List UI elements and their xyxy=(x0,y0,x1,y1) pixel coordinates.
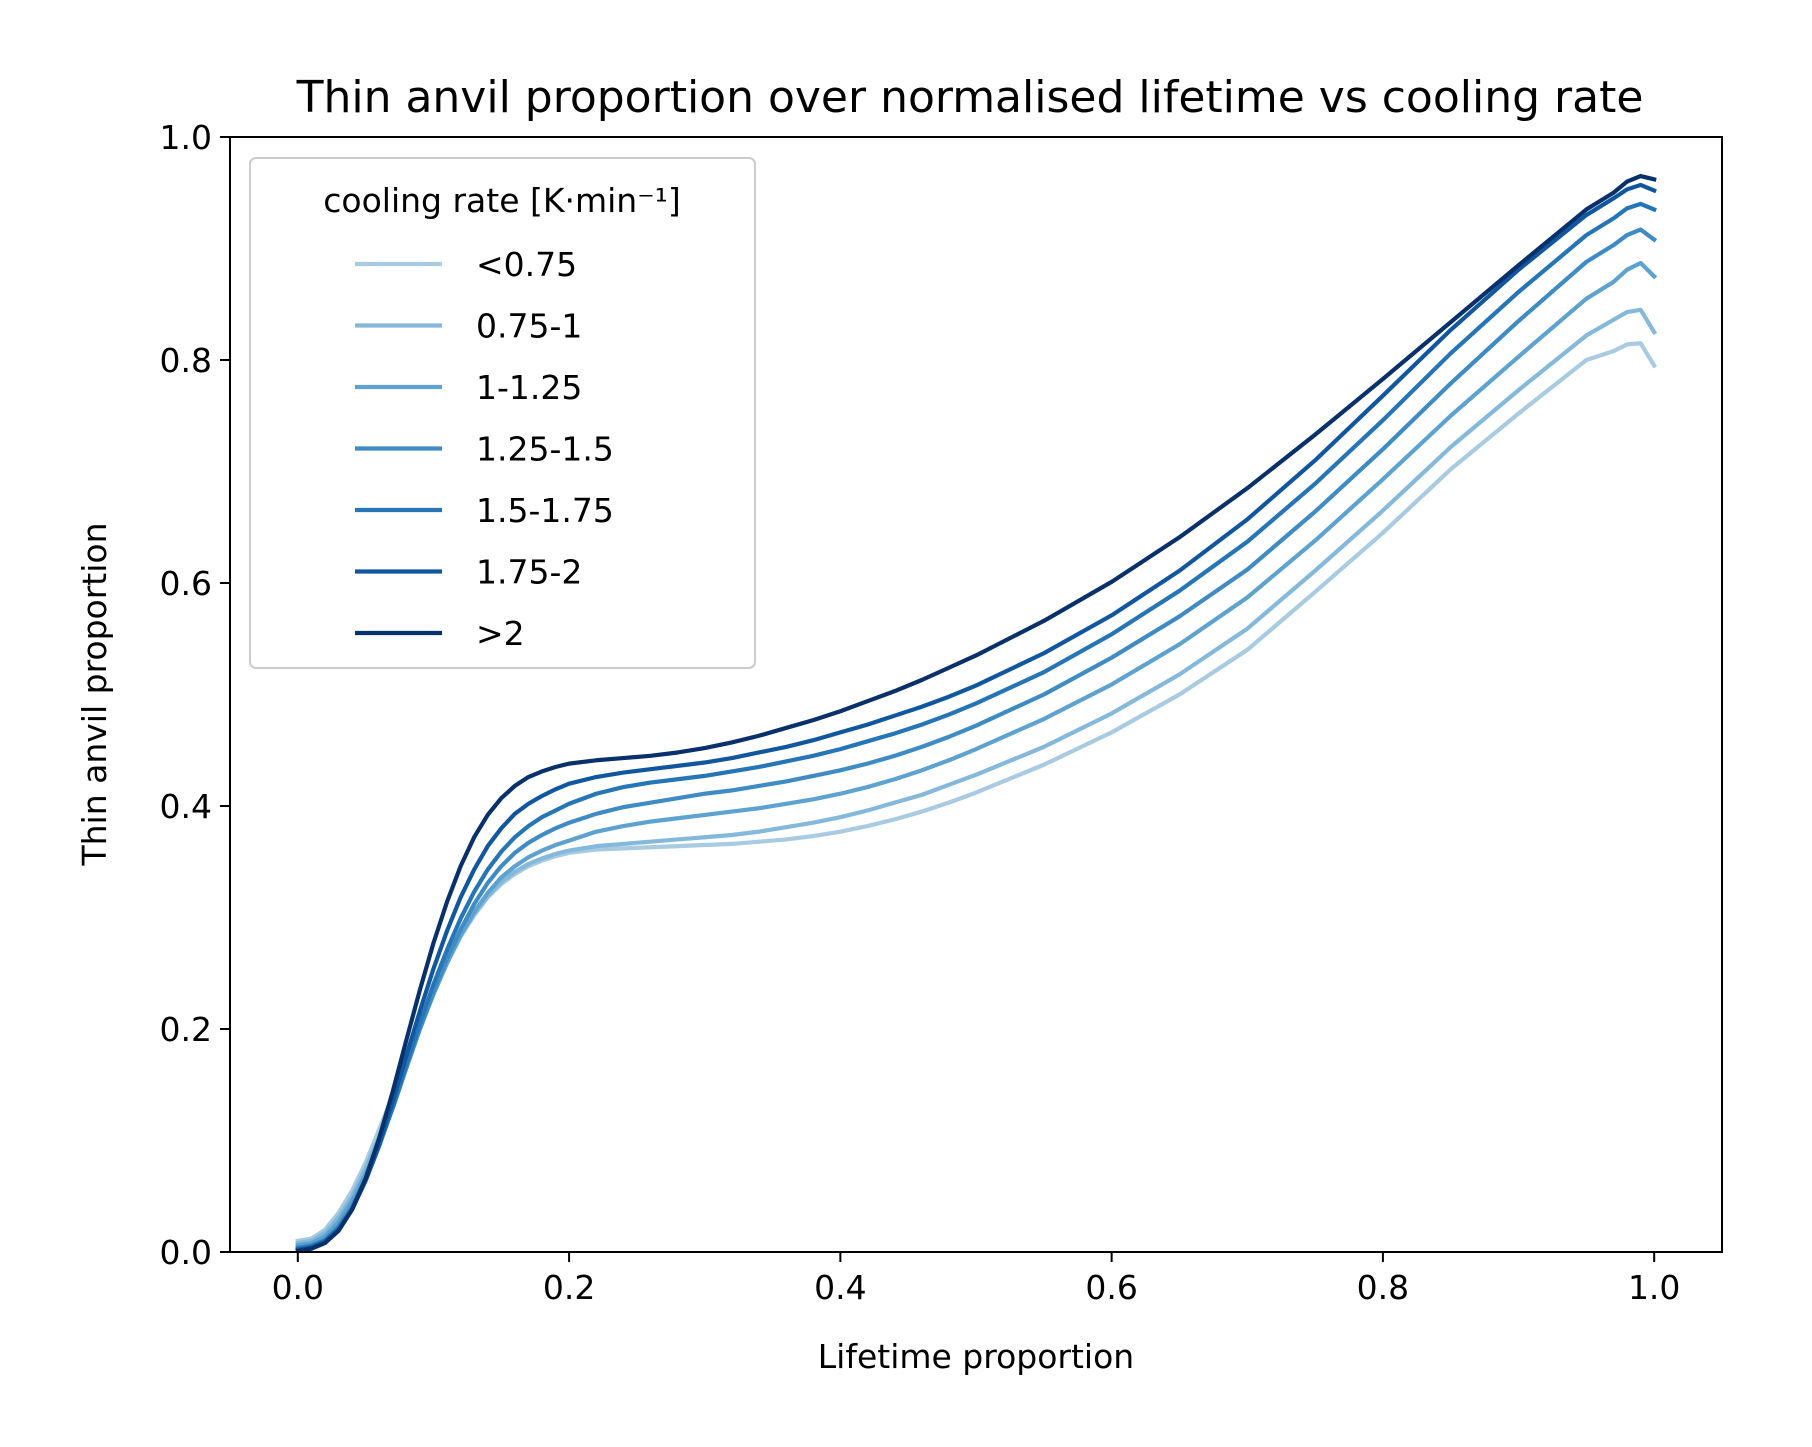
axes-frame xyxy=(229,136,1723,1253)
y-axis-ticks: 0.0 0.2 0.4 0.6 0.8 1.0 xyxy=(160,118,230,1272)
x-tick-label: 0.8 xyxy=(1357,1268,1409,1307)
x-tick-label: 0.2 xyxy=(543,1268,595,1307)
legend-label-2: 0.75-1 xyxy=(476,307,582,346)
x-tick-label: 0.0 xyxy=(272,1268,324,1307)
y-axis-label: Thin anvil proportion xyxy=(75,522,114,866)
x-tick-label: 0.6 xyxy=(1085,1268,1137,1307)
y-tick-label: 0.4 xyxy=(160,787,212,826)
chart-title: Thin anvil proportion over normalised li… xyxy=(296,72,1644,123)
x-tick-label: 0.4 xyxy=(814,1268,866,1307)
legend-label-3: 1-1.25 xyxy=(476,368,582,407)
plot-area xyxy=(229,136,1723,1254)
legend-label-1: <0.75 xyxy=(476,245,577,284)
y-tick-label: 0.8 xyxy=(160,341,212,380)
legend-label-4: 1.25-1.5 xyxy=(476,430,614,469)
legend-box xyxy=(249,157,756,669)
y-tick-label: 0.0 xyxy=(160,1233,212,1272)
legend-label-5: 1.5-1.75 xyxy=(476,491,614,530)
legend-label-6: 1.75-2 xyxy=(476,553,582,592)
x-tick-label: 1.0 xyxy=(1628,1268,1680,1307)
series-line-7 xyxy=(295,173,1657,1254)
legend: cooling rate [K·min⁻¹] <0.75 0.75-1 1-1.25… xyxy=(249,157,756,669)
y-tick-label: 0.2 xyxy=(160,1010,212,1049)
x-axis-ticks: 0.0 0.2 0.4 0.6 0.8 1.0 xyxy=(272,1252,1680,1307)
series-lines xyxy=(295,173,1658,1254)
x-axis-label: Lifetime proportion xyxy=(818,1337,1134,1376)
y-tick-label: 0.6 xyxy=(160,564,212,603)
legend-label-7: >2 xyxy=(476,614,525,653)
y-tick-label: 1.0 xyxy=(160,118,212,157)
series-line-5 xyxy=(295,201,1657,1252)
series-line-6 xyxy=(295,182,1657,1253)
legend-entries: <0.75 0.75-1 1-1.25 1.25-1.5 1.5-1.75 1.75-2 >… xyxy=(355,245,614,653)
legend-title: cooling rate [K·min⁻¹] xyxy=(323,181,681,220)
